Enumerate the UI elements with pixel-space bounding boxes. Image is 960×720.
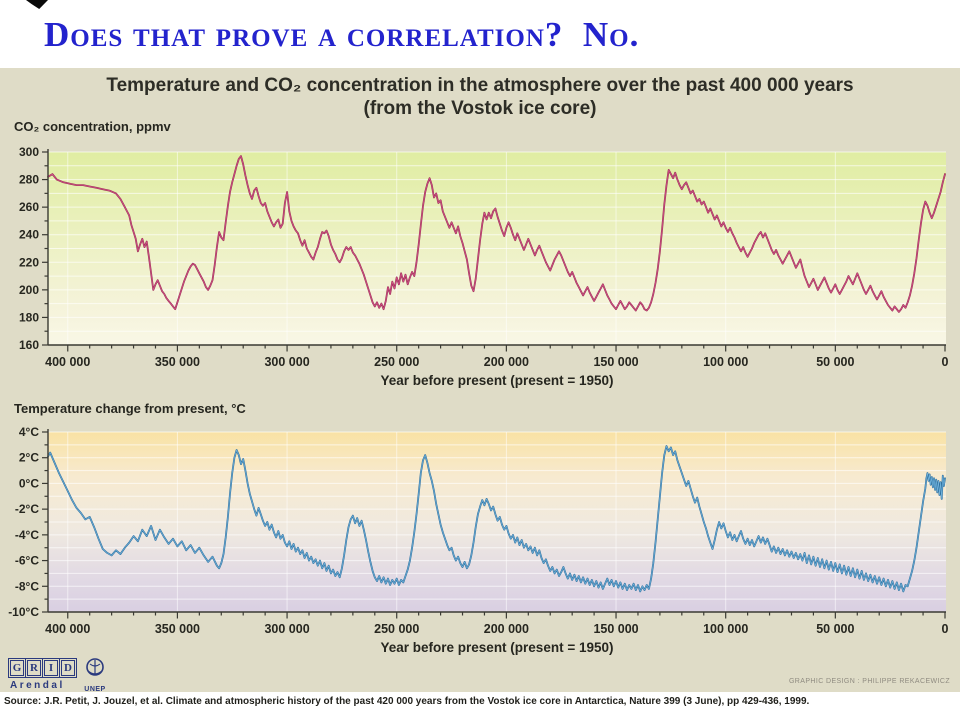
grid-letter: I	[42, 658, 60, 678]
svg-text:50 000: 50 000	[816, 355, 854, 369]
svg-text:300: 300	[19, 145, 39, 159]
svg-text:280: 280	[19, 173, 39, 187]
co2-axis-title: CO₂ concentration, ppmv	[14, 119, 171, 134]
grid-letter: R	[25, 658, 43, 678]
grid-letter: D	[59, 658, 77, 678]
graphic-design-credit: GRAPHIC DESIGN : PHILIPPE REKACEWICZ	[788, 678, 950, 685]
svg-text:250 000: 250 000	[374, 355, 419, 369]
grid-letter: G	[8, 658, 26, 678]
svg-text:-10°C: -10°C	[8, 605, 39, 619]
svg-text:240: 240	[19, 228, 39, 242]
svg-text:200 000: 200 000	[484, 355, 529, 369]
svg-text:4°C: 4°C	[19, 425, 39, 439]
svg-text:2°C: 2°C	[19, 451, 39, 465]
svg-text:350 000: 350 000	[155, 622, 200, 636]
svg-text:-6°C: -6°C	[15, 554, 39, 568]
temperature-line-chart: 4°C 2°C 0°C -2°C -4°C -6°C -8°C -10°C 400 000 350…	[8, 425, 949, 655]
vostok-figure-panel: Temperature and CO₂ concentration in the…	[0, 68, 960, 693]
svg-text:50 000: 50 000	[816, 622, 854, 636]
temperature-axis-title: Temperature change from present, °C	[14, 401, 246, 416]
unep-logo: UNEP	[82, 656, 108, 693]
svg-text:-8°C: -8°C	[15, 579, 39, 593]
svg-text:400 000: 400 000	[45, 355, 90, 369]
svg-text:260: 260	[19, 200, 39, 214]
figure-title-line1: Temperature and CO₂ concentration in the…	[106, 75, 854, 96]
svg-text:160: 160	[19, 338, 39, 352]
unep-emblem-icon	[86, 658, 104, 676]
arendal-label: Arendal	[10, 680, 65, 691]
svg-text:220: 220	[19, 255, 39, 269]
svg-text:300 000: 300 000	[264, 622, 309, 636]
svg-text:350 000: 350 000	[155, 355, 200, 369]
svg-text:200 000: 200 000	[484, 622, 529, 636]
co2-line-chart: 300 280 260 240 220 200 180 160 400 000 350 000 30…	[19, 145, 949, 388]
svg-text:250 000: 250 000	[374, 622, 419, 636]
svg-text:150 000: 150 000	[593, 355, 638, 369]
svg-text:Year before present (present =: Year before present (present = 1950)	[381, 373, 614, 388]
svg-text:180: 180	[19, 310, 39, 324]
svg-text:100 000: 100 000	[703, 622, 748, 636]
svg-text:300 000: 300 000	[264, 355, 309, 369]
figure-title: Temperature and CO₂ concentration in the…	[0, 74, 960, 120]
svg-text:0°C: 0°C	[19, 476, 39, 490]
unep-label: UNEP	[84, 686, 106, 693]
svg-text:0: 0	[942, 355, 949, 369]
screen-artifact-mark	[26, 0, 48, 9]
svg-text:-4°C: -4°C	[15, 528, 39, 542]
svg-text:400 000: 400 000	[45, 622, 90, 636]
figure-title-line2: (from the Vostok ice core)	[363, 98, 597, 119]
source-citation: Source: J.R. Petit, J. Jouzel, et al. Cl…	[4, 696, 810, 707]
svg-text:0: 0	[942, 622, 949, 636]
svg-text:100 000: 100 000	[703, 355, 748, 369]
slide-title: Does that prove a correlation? No.	[44, 15, 640, 54]
svg-text:150 000: 150 000	[593, 622, 638, 636]
svg-text:-2°C: -2°C	[15, 502, 39, 516]
svg-text:200: 200	[19, 283, 39, 297]
svg-text:Year before present (present =: Year before present (present = 1950)	[381, 640, 614, 655]
